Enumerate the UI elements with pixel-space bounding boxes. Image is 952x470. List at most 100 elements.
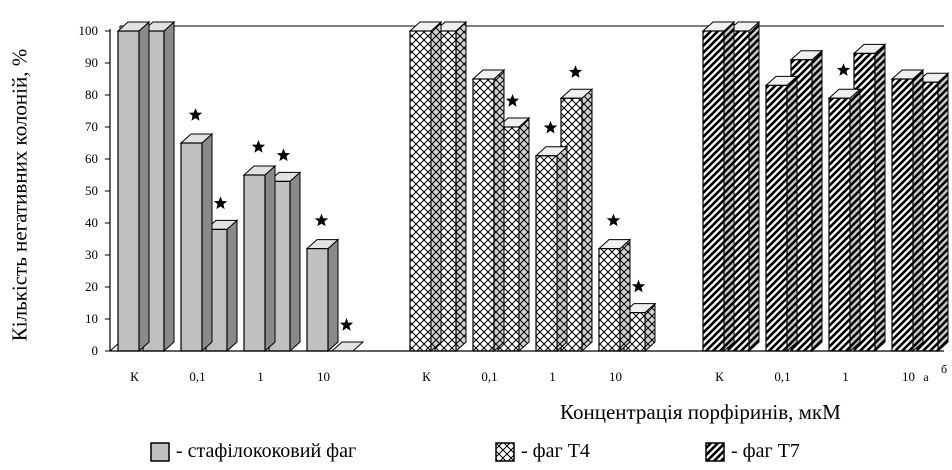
y-axis-title: Кількість негативних колоній, % bbox=[7, 48, 32, 342]
x-tick-label: 1 bbox=[549, 369, 556, 384]
bar-a bbox=[471, 68, 506, 353]
bar-side bbox=[556, 145, 568, 353]
x-tick-label: 0,1 bbox=[189, 369, 205, 384]
significance-stars bbox=[188, 63, 851, 331]
bar-front bbox=[598, 248, 621, 352]
bar-side bbox=[289, 171, 301, 353]
x-tick-label: 10 bbox=[902, 369, 915, 384]
star-a bbox=[314, 213, 329, 227]
bar-side bbox=[430, 20, 442, 353]
bar-front bbox=[409, 30, 432, 352]
bar-side bbox=[874, 43, 886, 353]
star-b bbox=[276, 148, 291, 162]
bar-front bbox=[117, 30, 140, 352]
bar-a bbox=[534, 145, 569, 353]
x-tick-label: 1 bbox=[257, 369, 264, 384]
star-b bbox=[339, 318, 354, 331]
bar-front bbox=[891, 78, 914, 352]
x-tick-label: 10 bbox=[609, 369, 622, 384]
bar-side bbox=[138, 20, 150, 353]
bar-front bbox=[828, 97, 851, 352]
y-tick-label: 40 bbox=[85, 215, 98, 230]
bar-side bbox=[455, 20, 467, 353]
bar-side bbox=[264, 164, 276, 353]
legend-label: - стафілококовий фаг bbox=[176, 440, 357, 462]
y-tick-label: 100 bbox=[79, 23, 99, 38]
x-axis-title: Концентрація порфіринів, мкМ bbox=[560, 400, 841, 424]
bar-a bbox=[827, 88, 862, 353]
x-tick-label: 0,1 bbox=[774, 369, 790, 384]
y-axis: 0 10 20 30 40 50 60 70 80 90 100 bbox=[79, 23, 111, 358]
bar-a bbox=[890, 68, 925, 353]
legend-swatch-crosshatch bbox=[495, 441, 515, 462]
legend-label: - фаг Т7 bbox=[731, 440, 800, 462]
bar-side bbox=[723, 20, 735, 353]
bar-a bbox=[701, 20, 736, 353]
y-tick-label: 10 bbox=[85, 311, 98, 326]
star-a bbox=[606, 213, 621, 227]
star-b bbox=[505, 94, 520, 107]
x-tick-label: К bbox=[130, 369, 139, 384]
bar-side bbox=[912, 68, 924, 353]
legend-item-t7: - фаг Т7 bbox=[705, 440, 800, 463]
pair-label-a: а bbox=[923, 370, 929, 384]
bar-side bbox=[811, 49, 823, 353]
bar-side bbox=[163, 20, 175, 353]
legend: - стафілококовий фаг - фаг Т4 - фаг Т7 bbox=[0, 440, 952, 470]
y-tick-label: 80 bbox=[85, 87, 98, 102]
x-tick-label: 10 bbox=[317, 369, 330, 384]
star-b bbox=[568, 65, 583, 78]
x-tick-label: К bbox=[715, 369, 724, 384]
star-a bbox=[251, 140, 266, 153]
bar-a bbox=[116, 20, 151, 353]
star-b bbox=[213, 196, 228, 210]
y-tick-label: 70 bbox=[85, 119, 98, 134]
bar-side bbox=[327, 238, 339, 353]
y-axis-title-box: Кількість негативних колоній, % bbox=[0, 0, 40, 390]
bar-front bbox=[765, 84, 788, 352]
bar-side bbox=[581, 88, 593, 353]
bar-side bbox=[493, 68, 505, 353]
star-a bbox=[188, 108, 203, 121]
bar-side bbox=[937, 72, 949, 353]
legend-swatch-diagonal bbox=[705, 441, 725, 462]
bar-front bbox=[243, 174, 266, 352]
bar-a bbox=[179, 132, 214, 353]
x-tick-label: К bbox=[422, 369, 431, 384]
legend-item-t4: - фаг Т4 bbox=[495, 440, 590, 463]
bar-marks bbox=[116, 20, 950, 353]
bar-side bbox=[786, 75, 798, 353]
y-tick-label: 30 bbox=[85, 247, 98, 262]
pair-label-b: б bbox=[941, 362, 947, 376]
x-tick-label: 1 bbox=[842, 369, 849, 384]
bar-side bbox=[849, 88, 861, 353]
bar-front bbox=[180, 142, 203, 352]
bar-front bbox=[535, 155, 558, 352]
legend-swatch-solid-gray bbox=[150, 441, 170, 462]
star-b bbox=[631, 279, 646, 293]
bar-chart: 0 10 20 30 40 50 60 70 80 90 100 К 0,1 1 10 К 0,1 1 10 К 0,… bbox=[79, 20, 950, 384]
bar-side bbox=[518, 116, 530, 353]
bar-a bbox=[305, 238, 340, 353]
bar-a bbox=[408, 20, 443, 353]
x-axis: К 0,1 1 10 К 0,1 1 10 К 0,1 1 10 аб bbox=[110, 350, 947, 384]
y-tick-label: 60 bbox=[85, 151, 98, 166]
legend-item-staph: - стафілококовий фаг bbox=[150, 440, 356, 463]
x-tick-label: 0,1 bbox=[481, 369, 497, 384]
bar-front bbox=[472, 78, 495, 352]
bar-front bbox=[702, 30, 725, 352]
legend-label: - фаг Т4 bbox=[521, 440, 590, 462]
y-tick-label: 20 bbox=[85, 279, 98, 294]
bar-a bbox=[597, 238, 632, 353]
y-tick-label: 50 bbox=[85, 183, 98, 198]
bar-side bbox=[226, 219, 238, 353]
star-a bbox=[543, 120, 558, 134]
bar-side bbox=[748, 20, 760, 353]
bar-front bbox=[306, 248, 329, 352]
y-tick-label: 90 bbox=[85, 55, 98, 70]
y-tick-label: 0 bbox=[92, 343, 99, 358]
star-a bbox=[836, 63, 851, 76]
bar-a bbox=[242, 164, 277, 353]
bar-a bbox=[764, 75, 799, 353]
bar-side bbox=[619, 238, 631, 353]
